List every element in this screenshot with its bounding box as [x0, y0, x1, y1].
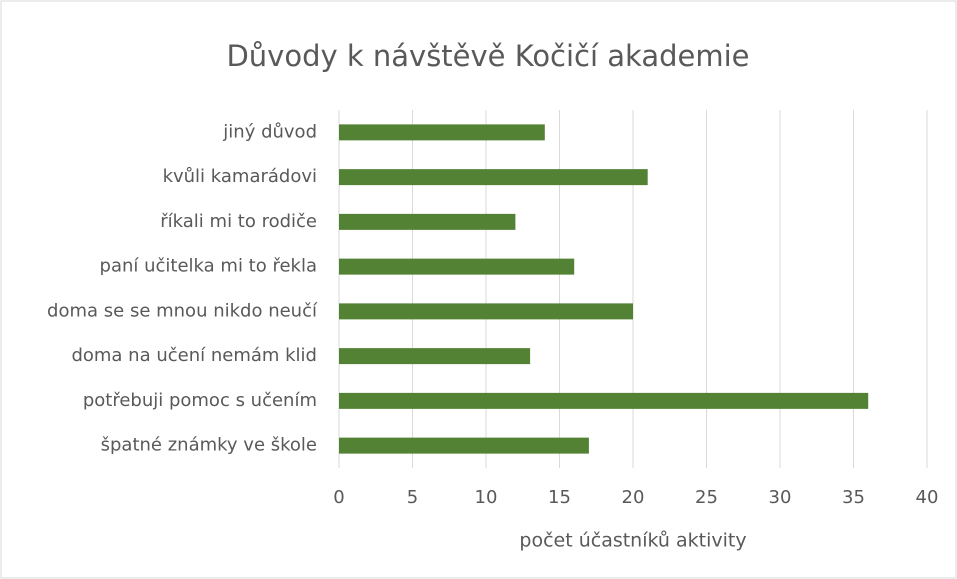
y-tick-label: jiný důvod — [222, 121, 317, 142]
x-axis-label: počet účastníků aktivity — [519, 530, 746, 552]
bar — [339, 169, 648, 186]
x-tick-label: 20 — [622, 487, 645, 508]
bar — [339, 303, 633, 320]
x-tick-label: 35 — [842, 487, 865, 508]
y-tick-label: potřebuji pomoc s učením — [83, 390, 317, 411]
bar — [339, 213, 516, 230]
bar — [339, 258, 575, 275]
y-tick-label: doma se se mnou nikdo neučí — [47, 300, 318, 321]
y-tick-label: paní učitelka mi to řekla — [100, 256, 317, 277]
bar — [339, 392, 869, 409]
bar — [339, 348, 531, 365]
bar — [339, 124, 545, 141]
x-tick-label: 30 — [769, 487, 792, 508]
x-tick-label: 10 — [475, 487, 498, 508]
y-tick-label: kvůli kamarádovi — [163, 166, 317, 187]
x-tick-label: 5 — [407, 487, 418, 508]
x-tick-label: 25 — [695, 487, 718, 508]
y-tick-label: doma na učení nemám klid — [71, 345, 317, 366]
y-tick-label: říkali mi to rodiče — [160, 211, 317, 232]
bar — [339, 437, 589, 454]
x-tick-label: 0 — [333, 487, 344, 508]
chart-title: Důvody k návštěvě Kočičí akademie — [226, 39, 749, 73]
x-tick-label: 40 — [916, 487, 939, 508]
y-tick-label: špatné známky ve škole — [101, 435, 317, 456]
x-tick-label: 15 — [548, 487, 571, 508]
